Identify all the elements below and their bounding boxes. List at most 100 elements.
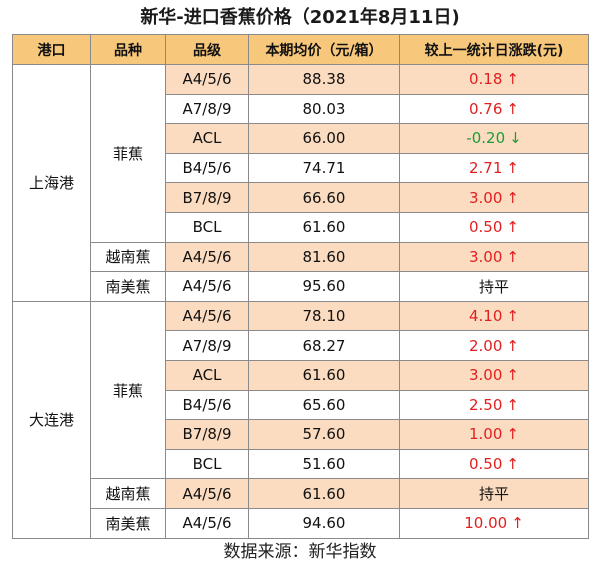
change-value: 持平 [478,485,509,504]
variety-cell: 越南蕉 [90,241,166,273]
price-cell: 61.60 [248,478,400,509]
change-cell: 0.50 ↑ [399,448,589,480]
price-cell: 94.60 [248,507,400,539]
table-row: 上海港 菲蕉 A4/5/6 88.38 0.18 ↑ [12,64,589,302]
price-cell: 51.60 [248,448,400,480]
change-value: -0.20 [466,129,506,148]
table-row: 南美蕉 A4/5/6 94.60 10.00 ↑ [13,507,589,539]
price-cell: 65.60 [248,389,400,421]
change-value: 2.00 [469,336,503,355]
change-value: 0.50 [469,455,503,474]
variety-cell: 南美蕉 [90,271,166,302]
arrow-up-icon: ↑ [506,247,519,266]
grade-cell: A4/5/6 [165,300,249,332]
grade-cell: BCL [165,448,249,480]
table-row: A7/8/9 80.03 0.76 ↑ [13,93,589,125]
grade-cell: A7/8/9 [165,93,249,125]
change-cell: 3.00 ↑ [399,182,589,213]
change-value: 0.18 [469,70,503,89]
grade-cell: A4/5/6 [165,507,249,539]
price-cell: 66.60 [248,182,400,213]
change-cell: 2.71 ↑ [399,152,589,184]
change-cell: 3.00 ↑ [399,359,589,391]
arrow-up-icon: ↑ [506,366,519,385]
grade-cell: B7/8/9 [165,182,249,213]
change-cell: 0.76 ↑ [399,93,589,125]
change-cell: 3.00 ↑ [399,241,589,273]
grade-cell: A7/8/9 [165,330,249,361]
change-cell: 1.00 ↑ [399,419,589,450]
change-value: 1.00 [469,425,503,444]
change-cell: 持平 [399,271,589,302]
header-grade: 品级 [165,34,249,65]
price-cell: 80.03 [248,93,400,125]
variety-cell: 越南蕉 [90,478,166,509]
change-value: 2.50 [469,395,503,414]
price-cell: 66.00 [248,123,400,154]
table-row: B7/8/9 66.60 3.00 ↑ [13,182,589,213]
grade-cell: A4/5/6 [165,271,249,302]
grade-cell: ACL [165,123,249,154]
arrow-up-icon: ↑ [506,99,519,118]
price-cell: 74.71 [248,152,400,184]
table-row: B7/8/9 57.60 1.00 ↑ [13,419,589,450]
change-cell: 10.00 ↑ [399,507,589,539]
arrow-up-icon: ↑ [506,188,519,207]
port-cell: 上海港 [12,64,91,302]
price-cell: 81.60 [248,241,400,273]
change-value: 3.00 [469,188,503,207]
price-cell: 61.60 [248,359,400,391]
arrow-up-icon: ↑ [506,395,519,414]
arrow-up-icon: ↑ [506,336,519,355]
change-cell: 0.18 ↑ [399,64,589,95]
change-value: 3.00 [469,366,503,385]
grade-cell: BCL [165,211,249,243]
grade-cell: B4/5/6 [165,152,249,184]
grade-cell: A4/5/6 [165,64,249,95]
variety-cell: 菲蕉 [90,64,166,243]
variety-cell: 菲蕉 [90,300,166,480]
change-value: 0.50 [469,218,503,237]
table-header-row: 港口 品种 品级 本期均价（元/箱） 较上一统计日涨跌(元) [12,34,589,65]
grade-cell: A4/5/6 [165,478,249,509]
port-cell: 大连港 [12,300,91,539]
price-cell: 95.60 [248,271,400,302]
price-cell: 88.38 [248,64,400,95]
arrow-up-icon: ↑ [506,218,519,237]
arrow-up-icon: ↑ [506,455,519,474]
variety-cell: 南美蕉 [90,507,166,539]
arrow-up-icon: ↑ [511,514,524,533]
banana-price-table: 港口 品种 品级 本期均价（元/箱） 较上一统计日涨跌(元) 上海港 菲蕉 A4/5… [12,34,589,539]
change-cell: 2.50 ↑ [399,389,589,421]
grade-cell: B7/8/9 [165,419,249,450]
arrow-up-icon: ↑ [506,425,519,444]
arrow-up-icon: ↑ [506,307,519,326]
header-change: 较上一统计日涨跌(元) [399,34,589,65]
header-port: 港口 [12,34,91,65]
price-cell: 78.10 [248,300,400,332]
change-cell: 0.50 ↑ [399,211,589,243]
arrow-down-icon: ↓ [509,129,522,148]
change-cell: 2.00 ↑ [399,330,589,361]
table-body: 上海港 菲蕉 A4/5/6 88.38 0.18 ↑ A7/8/9 80.03 0.76 ↑ ACL… [12,64,589,539]
change-value: 0.76 [469,99,503,118]
table-row: 南美蕉 A4/5/6 95.60 持平 [13,271,589,302]
data-source: 数据来源：新华指数 [223,542,377,562]
table-row: B4/5/6 74.71 2.71 ↑ [13,152,589,184]
table-row: ACL 61.60 3.00 ↑ [13,359,589,391]
grade-cell: B4/5/6 [165,389,249,421]
table-row: 越南蕉 A4/5/6 81.60 3.00 ↑ [13,241,589,273]
change-value: 3.00 [469,247,503,266]
price-cell: 57.60 [248,419,400,450]
change-value: 持平 [478,277,509,296]
price-cell: 68.27 [248,330,400,361]
change-value: 2.71 [469,159,503,178]
table-row: 越南蕉 A4/5/6 61.60 持平 [13,478,589,509]
arrow-up-icon: ↑ [506,70,519,89]
table-row: ACL 66.00 -0.20 ↓ [13,123,589,154]
change-cell: -0.20 ↓ [399,123,589,154]
grade-cell: A4/5/6 [165,241,249,273]
change-value: 10.00 [464,514,508,533]
change-cell: 持平 [399,478,589,509]
page-title: 新华-进口香蕉价格（2021年8月11日) [140,7,460,28]
